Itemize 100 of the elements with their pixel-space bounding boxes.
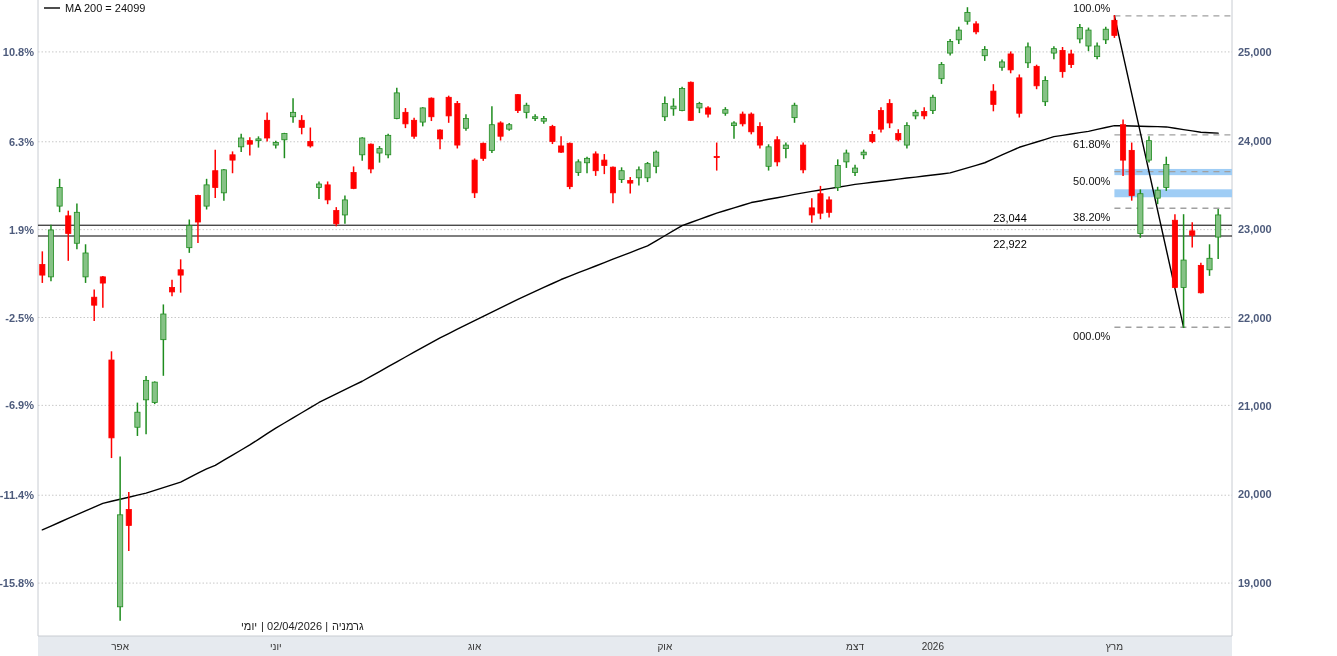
candlestick xyxy=(1059,47,1066,78)
candlestick xyxy=(402,108,409,129)
candlestick xyxy=(134,402,141,436)
candlestick xyxy=(56,178,63,213)
candlestick xyxy=(1007,51,1014,74)
y2-tick-label: 19,000 xyxy=(1238,576,1272,589)
candlestick xyxy=(731,121,737,139)
y2-tick-label: 22,000 xyxy=(1238,311,1272,324)
candlestick xyxy=(1206,244,1213,276)
y2-tick-label: 20,000 xyxy=(1238,488,1272,501)
candlestick xyxy=(324,181,331,205)
candlestick xyxy=(679,86,686,112)
candlestick xyxy=(592,151,599,176)
candlestick xyxy=(82,244,89,283)
y-tick-label: -6.9% xyxy=(5,399,35,412)
y2-tick-label: 21,000 xyxy=(1238,400,1272,413)
candlestick xyxy=(316,181,322,199)
y-tick-label: 6.3% xyxy=(8,135,35,148)
annotation: 38.20% xyxy=(1073,211,1111,224)
candlestick xyxy=(91,289,98,321)
y2-tick-label: 24,000 xyxy=(1238,134,1272,147)
annotation: גרמניה xyxy=(332,620,365,632)
candlestick xyxy=(938,62,945,84)
candlestick xyxy=(661,96,668,122)
candlestick xyxy=(627,177,634,194)
candlestick xyxy=(350,166,357,190)
candlestick xyxy=(756,122,763,149)
candlestick xyxy=(774,136,781,167)
x-tick-label: יוני xyxy=(269,641,282,652)
y-tick-label: -2.5% xyxy=(5,311,35,324)
candlestick xyxy=(307,127,314,148)
candlestick xyxy=(1111,15,1118,38)
candlestick xyxy=(748,112,755,135)
candlestick xyxy=(644,162,651,183)
candlestick xyxy=(791,102,798,123)
candlestick xyxy=(1146,136,1152,163)
annotation: 50.00% xyxy=(1073,174,1111,187)
candlestick xyxy=(203,178,210,210)
candlestick xyxy=(1024,42,1031,68)
candlestick xyxy=(653,150,660,174)
candlestick xyxy=(782,142,789,159)
candlestick xyxy=(177,259,184,293)
candlestick xyxy=(834,159,841,191)
ref-line-label: 23,044 xyxy=(993,212,1027,225)
y-tick-label: 10.8% xyxy=(2,45,35,58)
candlestick xyxy=(281,132,288,159)
candlestick xyxy=(532,114,539,122)
x-tick-label: אוק xyxy=(657,641,673,652)
candlestick xyxy=(1033,64,1040,90)
candlestick xyxy=(212,149,219,199)
candlestick xyxy=(765,144,772,171)
candlestick xyxy=(1085,27,1092,52)
candlestick xyxy=(886,99,893,129)
candlestick xyxy=(359,137,366,161)
candlestick xyxy=(445,95,452,123)
y2-tick-label: 23,000 xyxy=(1238,223,1272,236)
candlestick xyxy=(1163,156,1170,191)
y-tick-label: 1.9% xyxy=(8,223,35,236)
candlestick xyxy=(584,156,591,174)
candlestick xyxy=(437,129,444,150)
candlestick xyxy=(143,376,150,435)
candlestick xyxy=(601,154,608,175)
annotation: 61.80% xyxy=(1073,137,1111,150)
candlestick xyxy=(125,491,132,551)
candlestick xyxy=(428,97,435,122)
candlestick xyxy=(290,98,297,123)
candlestick xyxy=(1042,76,1049,107)
candlestick xyxy=(246,137,253,156)
ref-line-label: 22,922 xyxy=(993,238,1027,250)
candlestick xyxy=(99,276,106,308)
candlestick xyxy=(411,117,418,139)
candlestick xyxy=(39,251,46,283)
candlestick xyxy=(826,196,833,218)
candlestick xyxy=(385,133,392,159)
annotation: 100.0% xyxy=(1073,1,1111,14)
candlestick xyxy=(808,198,815,223)
candlestick xyxy=(220,169,227,201)
x-tick-label: דצמ xyxy=(846,641,865,652)
x-tick-label: אוג xyxy=(468,641,482,652)
y2-tick-label: 25,000 xyxy=(1238,46,1272,59)
annotation: 000.0% xyxy=(1073,330,1111,343)
candlestick xyxy=(151,381,158,405)
y-tick-label: -11.4% xyxy=(0,489,35,502)
candlestick xyxy=(713,142,720,171)
legend-label: MA 200 = 24099 xyxy=(65,2,146,14)
candlestick xyxy=(990,84,997,112)
candlestick xyxy=(1189,222,1196,248)
annotation: יומי xyxy=(240,620,258,632)
candlestick xyxy=(65,210,72,261)
x-tick-label: 2026 xyxy=(921,641,945,652)
y-tick-label: -15.8% xyxy=(0,577,35,590)
x-tick-label: מרץ xyxy=(1105,641,1124,652)
annotation: | 02/04/2026 | xyxy=(261,620,329,632)
candlestick xyxy=(1215,208,1222,260)
candlestick xyxy=(903,122,910,149)
candlestick xyxy=(341,195,348,224)
x-tick-label: אפר xyxy=(111,641,130,652)
candlestick xyxy=(264,112,271,142)
candlestick xyxy=(186,219,193,253)
candlestick xyxy=(817,185,824,220)
